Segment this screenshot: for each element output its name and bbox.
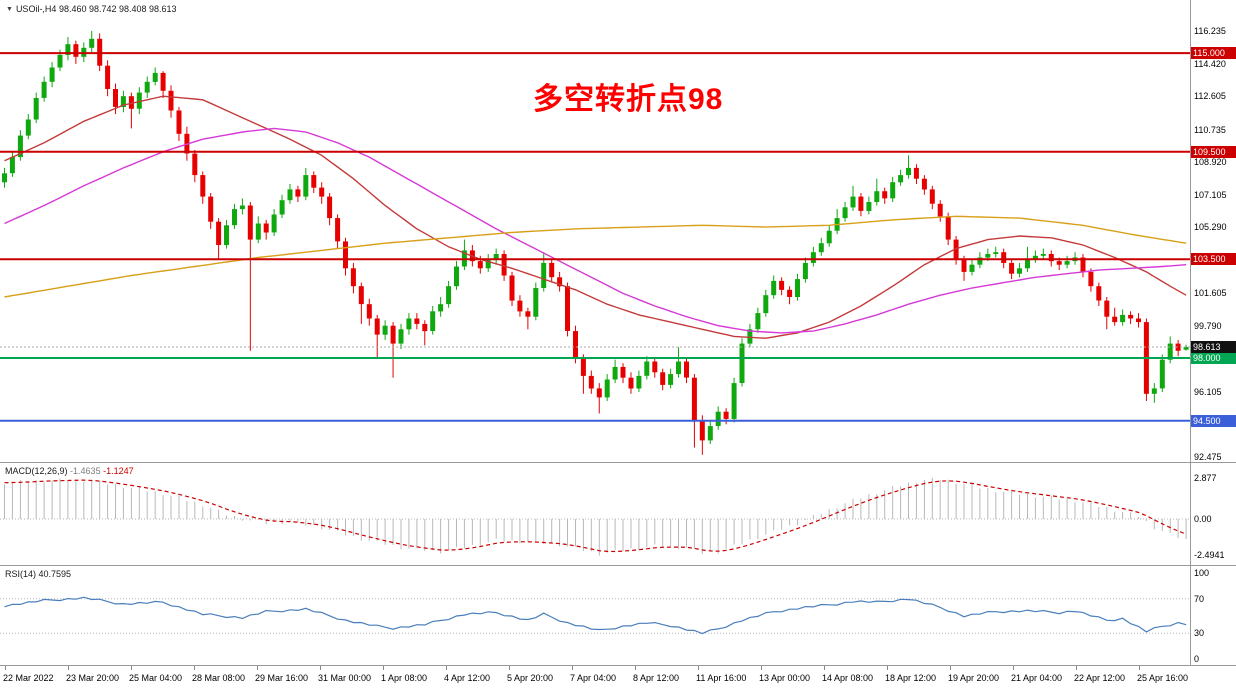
time-axis-label: 5 Apr 20:00 bbox=[507, 673, 554, 683]
time-tick bbox=[572, 666, 573, 670]
time-axis-label: 22 Apr 12:00 bbox=[1074, 673, 1126, 683]
price-tick-label: 110.735 bbox=[1194, 124, 1226, 135]
price-level-badge: 103.500 bbox=[1190, 253, 1236, 266]
time-tick bbox=[698, 666, 699, 670]
time-axis-label: 28 Mar 08:00 bbox=[192, 673, 246, 683]
symbol-ohlc-text: USOil-,H4 98.460 98.742 98.408 98.613 bbox=[15, 4, 177, 14]
time-tick bbox=[509, 666, 510, 670]
macd-tick-label: -2.4941 bbox=[1194, 549, 1225, 560]
macd-panel[interactable]: MACD(12,26,9) -1.4635 -1.1247 bbox=[0, 463, 1190, 566]
time-tick bbox=[383, 666, 384, 670]
axis-separator bbox=[1190, 0, 1191, 666]
time-axis-label: 19 Apr 20:00 bbox=[948, 673, 1000, 683]
symbol-info: ▼ USOil-,H4 98.460 98.742 98.408 98.613 bbox=[6, 4, 177, 14]
time-axis-label: 8 Apr 12:00 bbox=[633, 673, 680, 683]
time-axis-label: 25 Mar 04:00 bbox=[129, 673, 183, 683]
time-axis-label: 7 Apr 04:00 bbox=[570, 673, 617, 683]
time-axis-label: 4 Apr 12:00 bbox=[444, 673, 491, 683]
time-tick bbox=[1076, 666, 1077, 670]
time-axis-label: 25 Apr 16:00 bbox=[1137, 673, 1189, 683]
main-chart-panel[interactable]: ▼ USOil-,H4 98.460 98.742 98.408 98.613 … bbox=[0, 0, 1190, 463]
time-axis-label: 18 Apr 12:00 bbox=[885, 673, 937, 683]
time-tick bbox=[635, 666, 636, 670]
price-axis[interactable]: 116.235 114.420 112.605 110.735 108.920 107.1… bbox=[1190, 0, 1236, 666]
candles-layer bbox=[2, 30, 1189, 455]
symbol-marker-icon: ▼ bbox=[6, 5, 13, 13]
price-chart-canvas[interactable] bbox=[0, 0, 1190, 463]
rsi-label: RSI(14) 40.7595 bbox=[5, 569, 71, 579]
price-tick-label: 112.605 bbox=[1194, 91, 1226, 102]
macd-main-value: -1.4635 bbox=[70, 466, 101, 476]
macd-signal-value: -1.1247 bbox=[103, 466, 134, 476]
rsi-tick-label: 0 bbox=[1194, 654, 1200, 664]
price-level-badge: 98.000 bbox=[1190, 351, 1236, 364]
ma-fast bbox=[4, 95, 1187, 339]
time-axis-label: 11 Apr 16:00 bbox=[696, 673, 747, 683]
macd-name: MACD(12,26,9) bbox=[5, 466, 68, 476]
rsi-line bbox=[4, 596, 1187, 635]
macd-signal-line bbox=[4, 479, 1187, 553]
time-tick bbox=[950, 666, 951, 670]
time-axis-label: 22 Mar 2022 bbox=[3, 673, 54, 683]
rsi-tick-label: 70 bbox=[1194, 593, 1205, 604]
price-level-badge: 98.613 bbox=[1190, 340, 1236, 353]
rsi-panel[interactable]: RSI(14) 40.7595 bbox=[0, 566, 1190, 666]
price-tick-label: 99.790 bbox=[1194, 320, 1222, 331]
ma-medium bbox=[4, 127, 1187, 334]
time-axis[interactable]: 22 Mar 2022 23 Mar 20:00 25 Mar 04:00 28 Ma… bbox=[0, 666, 1236, 689]
price-level-badge: 115.000 bbox=[1190, 47, 1236, 60]
rsi-tick-label: 30 bbox=[1194, 628, 1205, 639]
macd-canvas[interactable] bbox=[0, 463, 1190, 566]
macd-tick-label: 0.00 bbox=[1194, 514, 1212, 524]
time-axis-label: 21 Apr 04:00 bbox=[1011, 673, 1063, 683]
price-tick-label: 114.420 bbox=[1194, 58, 1226, 69]
price-tick-label: 96.105 bbox=[1194, 386, 1222, 397]
rsi-canvas[interactable] bbox=[0, 566, 1190, 666]
time-axis-label: 31 Mar 00:00 bbox=[318, 673, 372, 683]
time-tick bbox=[131, 666, 132, 670]
time-tick bbox=[5, 666, 6, 670]
ma-slow bbox=[4, 215, 1187, 298]
time-axis-label: 14 Apr 08:00 bbox=[822, 673, 874, 683]
time-tick bbox=[68, 666, 69, 670]
price-tick-label: 101.605 bbox=[1194, 288, 1227, 299]
rsi-tick-label: 100 bbox=[1194, 568, 1210, 578]
macd-tick-label: 2.877 bbox=[1194, 473, 1217, 483]
price-tick-label: 105.290 bbox=[1194, 222, 1227, 233]
price-tick-label: 92.475 bbox=[1194, 452, 1222, 463]
time-tick bbox=[824, 666, 825, 670]
moving-averages-layer bbox=[4, 95, 1187, 339]
panel-divider bbox=[0, 565, 1236, 566]
price-tick-label: 116.235 bbox=[1194, 26, 1226, 36]
panel-divider bbox=[0, 462, 1236, 463]
time-tick bbox=[887, 666, 888, 670]
time-axis-label: 29 Mar 16:00 bbox=[255, 673, 309, 683]
time-tick bbox=[446, 666, 447, 670]
time-axis-label: 13 Apr 00:00 bbox=[759, 673, 811, 683]
time-tick bbox=[257, 666, 258, 670]
time-tick bbox=[1013, 666, 1014, 670]
macd-label: MACD(12,26,9) -1.4635 -1.1247 bbox=[5, 466, 134, 476]
rsi-value: 40.7595 bbox=[38, 569, 72, 579]
time-axis-label: 23 Mar 20:00 bbox=[66, 673, 120, 683]
time-axis-label: 1 Apr 08:00 bbox=[381, 673, 428, 683]
time-tick bbox=[1139, 666, 1140, 670]
price-tick-label: 108.920 bbox=[1194, 157, 1227, 168]
rsi-name: RSI(14) bbox=[5, 569, 37, 579]
time-tick bbox=[320, 666, 321, 670]
macd-histogram bbox=[4, 477, 1187, 556]
chart-annotation[interactable]: 多空转折点98 bbox=[533, 83, 724, 116]
time-tick bbox=[761, 666, 762, 670]
time-tick bbox=[194, 666, 195, 670]
price-tick-label: 107.105 bbox=[1194, 189, 1227, 200]
price-level-badge: 109.500 bbox=[1190, 145, 1236, 158]
level-lines-layer bbox=[0, 52, 1190, 422]
panel-divider bbox=[0, 665, 1236, 666]
price-level-badge: 94.500 bbox=[1190, 414, 1236, 427]
